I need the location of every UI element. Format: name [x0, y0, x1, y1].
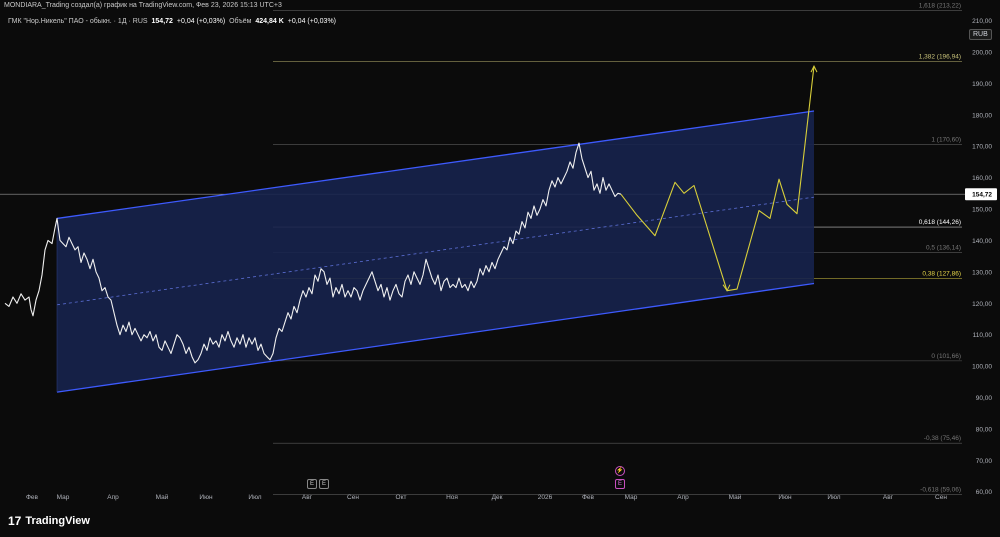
time-tick-label: Июн	[778, 494, 792, 501]
time-tick-label: 2026	[538, 494, 553, 501]
price-tick-label: 180,00	[972, 112, 992, 119]
price-tick-label: 120,00	[972, 301, 992, 308]
price-tick-label: 200,00	[972, 49, 992, 56]
time-tick-label: Дек	[492, 494, 503, 501]
event-markers: E E	[307, 479, 329, 489]
price-tick-label: 60,00	[976, 489, 993, 496]
channel-fill	[57, 111, 814, 393]
projection-arrow	[810, 64, 818, 73]
current-price-badge	[965, 188, 997, 201]
fib-level-label: 0 (101,66)	[931, 353, 961, 360]
price-change: +0,04 (+0,03%)	[176, 18, 226, 25]
price-tick-label: 100,00	[972, 364, 992, 371]
price-tick-label: 160,00	[972, 175, 992, 182]
time-tick-label: Авг	[883, 494, 894, 501]
price-series	[4, 142, 622, 364]
channel-upper-line	[56, 110, 815, 220]
projection-arrow	[722, 284, 731, 292]
time-tick-label: Сен	[935, 494, 947, 501]
chart-caption: MONDIARA_Trading создал(а) график на Tra…	[4, 2, 282, 9]
time-tick-label: Июл	[827, 494, 840, 501]
fib-level-label: 0,5 (136,14)	[926, 245, 961, 252]
price-tick-label: 80,00	[976, 426, 993, 433]
projection-path	[620, 64, 818, 292]
fib-level-label: -0,618 (59,06)	[920, 487, 961, 494]
regression-channel	[56, 110, 815, 393]
volume-value: 424,84 K	[255, 18, 284, 25]
time-tick-label: Авг	[302, 494, 313, 501]
fib-level-label: 1,382 (196,94)	[919, 54, 961, 61]
time-tick-label: Мар	[57, 494, 70, 501]
price-tick-label: 110,00	[973, 332, 993, 339]
time-tick-label: Фев	[582, 494, 595, 501]
fib-level-label: 1,618 (213,22)	[919, 2, 961, 9]
time-tick-label: Июн	[199, 494, 213, 501]
earnings-marker[interactable]: E	[319, 479, 329, 489]
tradingview-logo[interactable]: 17 TradingView	[8, 514, 90, 528]
price-line	[4, 142, 622, 364]
price-axis: 60,00 70,00 80,00 90,00 100,00 110,00 120,00 13…	[965, 18, 997, 496]
event-lightning-icon[interactable]: ⚡	[615, 466, 625, 476]
price-chart[interactable]: 1,618 (213,22) 1,382 (196,94) 1 (170,60) 0,…	[0, 0, 1000, 505]
symbol-legend[interactable]: ГМК "Нор.Никель" ПАО - обыкн. · 1Д · RUS…	[8, 18, 338, 25]
time-axis: Фев Мар Апр Май Июн Июл Авг Сен Окт Ноя Дек 2026 Фев…	[26, 493, 947, 501]
volume-label: Объём	[229, 18, 252, 25]
projection-line	[620, 66, 815, 292]
fib-level-label: 1 (170,60)	[931, 136, 961, 143]
price-tick-label: 90,00	[976, 395, 993, 402]
time-tick-label: Окт	[396, 494, 407, 501]
price-tick-label: 170,00	[972, 144, 992, 151]
price-tick-label: 210,00	[972, 18, 992, 25]
price-tick-label: 140,00	[972, 238, 992, 245]
volume-change: +0,04 (+0,03%)	[287, 18, 337, 25]
channel-lower-line	[56, 282, 815, 393]
last-price: 154,72	[151, 18, 173, 25]
time-tick-label: Май	[156, 493, 169, 501]
time-tick-label: Сен	[347, 494, 359, 501]
fib-level-label: 0,618 (144,26)	[919, 219, 961, 226]
channel-midline	[56, 196, 815, 306]
time-tick-label: Июл	[248, 494, 261, 501]
tradingview-mark-icon: 17	[8, 514, 22, 528]
earnings-marker-upcoming[interactable]: E	[615, 479, 625, 489]
symbol-name[interactable]: ГМК "Нор.Никель" ПАО - обыкн. · 1Д · RUS	[8, 18, 148, 25]
price-tick-label: 190,00	[972, 81, 992, 88]
time-tick-label: Ноя	[446, 494, 458, 501]
price-tick-label: 150,00	[972, 207, 992, 214]
brand-name: TradingView	[25, 515, 90, 527]
fib-level-label: -0,38 (75,46)	[924, 435, 961, 442]
fib-level-label: 0,38 (127,86)	[922, 271, 961, 278]
earnings-marker[interactable]: E	[307, 479, 317, 489]
time-tick-label: Апр	[677, 494, 689, 501]
time-tick-label: Мар	[625, 494, 638, 501]
current-price-badge-text: 154,72	[972, 192, 992, 199]
price-tick-label: 130,00	[972, 269, 992, 276]
time-tick-label: Май	[729, 493, 742, 501]
time-tick-label: Апр	[107, 494, 119, 501]
price-tick-label: 70,00	[976, 458, 993, 465]
footer	[0, 505, 1000, 537]
currency-button[interactable]: RUB	[969, 29, 992, 40]
time-tick-label: Фев	[26, 494, 39, 501]
